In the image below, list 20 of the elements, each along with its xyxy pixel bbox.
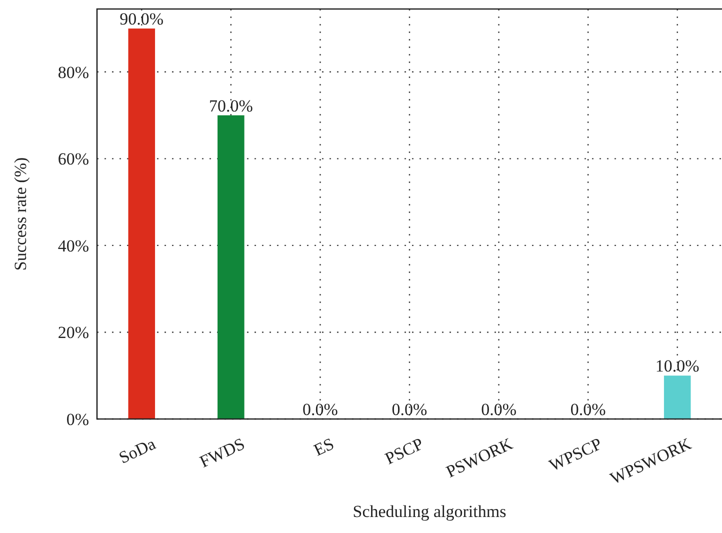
data-label: 0.0%	[392, 400, 428, 419]
data-label: 0.0%	[570, 400, 606, 419]
data-label: 0.0%	[302, 400, 338, 419]
bar	[128, 28, 156, 419]
x-axis-title: Scheduling algorithms	[352, 502, 506, 521]
y-tick-label: 20%	[58, 323, 89, 342]
y-tick-label: 0%	[66, 410, 89, 429]
data-label: 0.0%	[481, 400, 516, 419]
x-tick-label: SoDa	[116, 434, 159, 468]
bar	[664, 376, 691, 419]
x-tick-label: PSCP	[382, 434, 426, 468]
x-tick-label: ES	[310, 434, 337, 460]
y-tick-label: 80%	[58, 62, 89, 82]
y-tick-label: 60%	[58, 150, 89, 169]
data-label: 90.0%	[120, 10, 164, 29]
y-axis-title: Success rate (%)	[11, 157, 30, 271]
data-label: 70.0%	[208, 96, 253, 116]
bar	[218, 115, 244, 419]
y-tick-label: 40%	[58, 236, 89, 256]
data-label: 10.0%	[655, 356, 700, 376]
